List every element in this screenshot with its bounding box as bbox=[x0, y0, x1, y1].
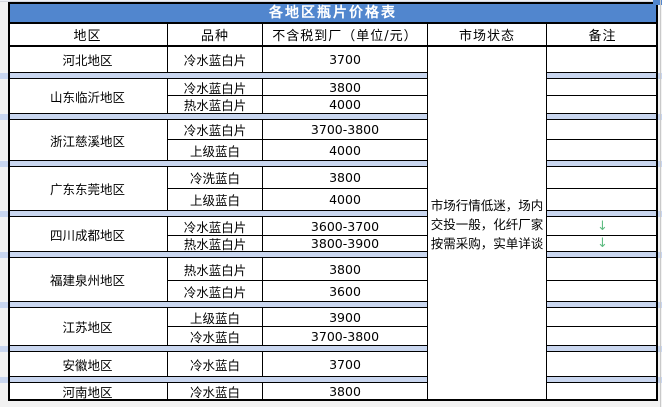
separator-band bbox=[0, 73, 8, 79]
remark-cell[interactable]: ↓ bbox=[547, 217, 658, 236]
variety-cell[interactable]: 冷水蓝白 bbox=[168, 352, 263, 377]
variety-cell[interactable]: 冷水蓝白片 bbox=[168, 120, 263, 140]
row-below-fragment bbox=[0, 401, 662, 407]
separator-band bbox=[547, 377, 658, 383]
header-remark[interactable]: 备注 bbox=[547, 24, 658, 47]
price-cell[interactable]: 3800 bbox=[263, 79, 428, 96]
remark-cell[interactable] bbox=[547, 140, 658, 161]
separator-band bbox=[8, 161, 428, 167]
separator-band bbox=[547, 346, 658, 352]
separator-band bbox=[8, 114, 428, 120]
variety-cell[interactable]: 上级蓝白 bbox=[168, 140, 263, 161]
separator-band bbox=[8, 377, 428, 383]
separator-band bbox=[547, 252, 658, 258]
header-variety[interactable]: 品种 bbox=[168, 24, 263, 47]
corner-cell-fragment bbox=[653, 0, 662, 5]
region-cell[interactable]: 浙江慈溪地区 bbox=[8, 120, 168, 161]
separator-band bbox=[547, 73, 658, 79]
separator-band bbox=[547, 302, 658, 308]
header-region[interactable]: 地区 bbox=[8, 24, 168, 47]
price-cell[interactable]: 3800-3900 bbox=[263, 236, 428, 252]
variety-cell[interactable]: 热水蓝白片 bbox=[168, 96, 263, 114]
region-cell[interactable]: 河南地区 bbox=[8, 383, 168, 401]
separator-band bbox=[8, 252, 428, 258]
remark-cell[interactable]: ↓ bbox=[547, 236, 658, 252]
remark-cell[interactable] bbox=[547, 352, 658, 377]
separator-band bbox=[0, 346, 8, 352]
variety-cell[interactable]: 热水蓝白片 bbox=[168, 258, 263, 281]
remark-cell[interactable] bbox=[547, 79, 658, 96]
region-cell[interactable]: 广东东莞地区 bbox=[8, 167, 168, 211]
separator-band bbox=[8, 346, 428, 352]
region-cell[interactable]: 四川成都地区 bbox=[8, 217, 168, 252]
variety-cell[interactable]: 冷水蓝白片 bbox=[168, 281, 263, 302]
price-cell[interactable]: 4000 bbox=[263, 140, 428, 161]
price-cell[interactable]: 3800 bbox=[263, 383, 428, 401]
separator-band bbox=[0, 252, 8, 258]
separator-band bbox=[0, 302, 8, 308]
separator-band bbox=[0, 161, 8, 167]
price-cell[interactable]: 3700 bbox=[263, 47, 428, 73]
variety-cell[interactable]: 冷水蓝白片 bbox=[168, 217, 263, 236]
variety-cell[interactable]: 上级蓝白 bbox=[168, 308, 263, 327]
variety-cell[interactable]: 冷水蓝白 bbox=[168, 383, 263, 401]
region-cell[interactable]: 江苏地区 bbox=[8, 308, 168, 346]
price-cell[interactable]: 3700-3800 bbox=[263, 327, 428, 346]
remark-cell[interactable] bbox=[547, 189, 658, 211]
separator-band bbox=[0, 114, 8, 120]
down-arrow-icon: ↓ bbox=[597, 218, 608, 234]
region-cell[interactable]: 福建泉州地区 bbox=[8, 258, 168, 302]
price-cell[interactable]: 3700-3800 bbox=[263, 120, 428, 140]
remark-cell[interactable] bbox=[547, 258, 658, 281]
separator-band bbox=[0, 377, 8, 383]
remark-cell[interactable] bbox=[547, 96, 658, 114]
price-cell[interactable]: 3600 bbox=[263, 281, 428, 302]
column-gridline bbox=[660, 0, 661, 407]
table-title[interactable]: 各地区瓶片价格表 bbox=[8, 2, 658, 24]
separator-band bbox=[547, 114, 658, 120]
variety-cell[interactable]: 冷水蓝白片 bbox=[168, 79, 263, 96]
region-cell[interactable]: 河北地区 bbox=[8, 47, 168, 73]
separator-band bbox=[8, 73, 428, 79]
remark-cell[interactable] bbox=[547, 47, 658, 73]
remark-cell[interactable] bbox=[547, 120, 658, 140]
header-price[interactable]: 不含税到厂（单位/元） bbox=[263, 24, 428, 47]
region-cell[interactable]: 山东临沂地区 bbox=[8, 79, 168, 114]
variety-cell[interactable]: 冷水蓝白片 bbox=[168, 47, 263, 73]
price-cell[interactable]: 3700 bbox=[263, 352, 428, 377]
region-cell[interactable]: 安徽地区 bbox=[8, 352, 168, 377]
variety-cell[interactable]: 冷水蓝白 bbox=[168, 327, 263, 346]
separator-band bbox=[0, 211, 8, 217]
row-above-fragment bbox=[0, 0, 662, 2]
variety-cell[interactable]: 冷洗蓝白 bbox=[168, 167, 263, 189]
separator-band bbox=[547, 211, 658, 217]
market-status-cell[interactable]: 市场行情低迷，场内交投一般，化纤厂家按需采购，实单详谈 bbox=[428, 47, 547, 401]
price-cell[interactable]: 3800 bbox=[263, 258, 428, 281]
price-cell[interactable]: 3800 bbox=[263, 167, 428, 189]
remark-cell[interactable] bbox=[547, 327, 658, 346]
header-market[interactable]: 市场状态 bbox=[428, 24, 547, 47]
price-cell[interactable]: 4000 bbox=[263, 96, 428, 114]
remark-cell[interactable] bbox=[547, 167, 658, 189]
remark-cell[interactable] bbox=[547, 281, 658, 302]
price-cell[interactable]: 3600-3700 bbox=[263, 217, 428, 236]
remark-cell[interactable] bbox=[547, 308, 658, 327]
separator-band bbox=[8, 211, 428, 217]
remark-cell[interactable] bbox=[547, 383, 658, 401]
variety-cell[interactable]: 上级蓝白 bbox=[168, 189, 263, 211]
separator-band bbox=[547, 161, 658, 167]
down-arrow-icon: ↓ bbox=[597, 236, 608, 251]
price-cell[interactable]: 4000 bbox=[263, 189, 428, 211]
variety-cell[interactable]: 热水蓝白片 bbox=[168, 236, 263, 252]
market-status-text: 市场行情低迷，场内交投一般，化纤厂家按需采购，实单详谈 bbox=[430, 197, 544, 251]
price-cell[interactable]: 3900 bbox=[263, 308, 428, 327]
separator-band bbox=[8, 302, 428, 308]
